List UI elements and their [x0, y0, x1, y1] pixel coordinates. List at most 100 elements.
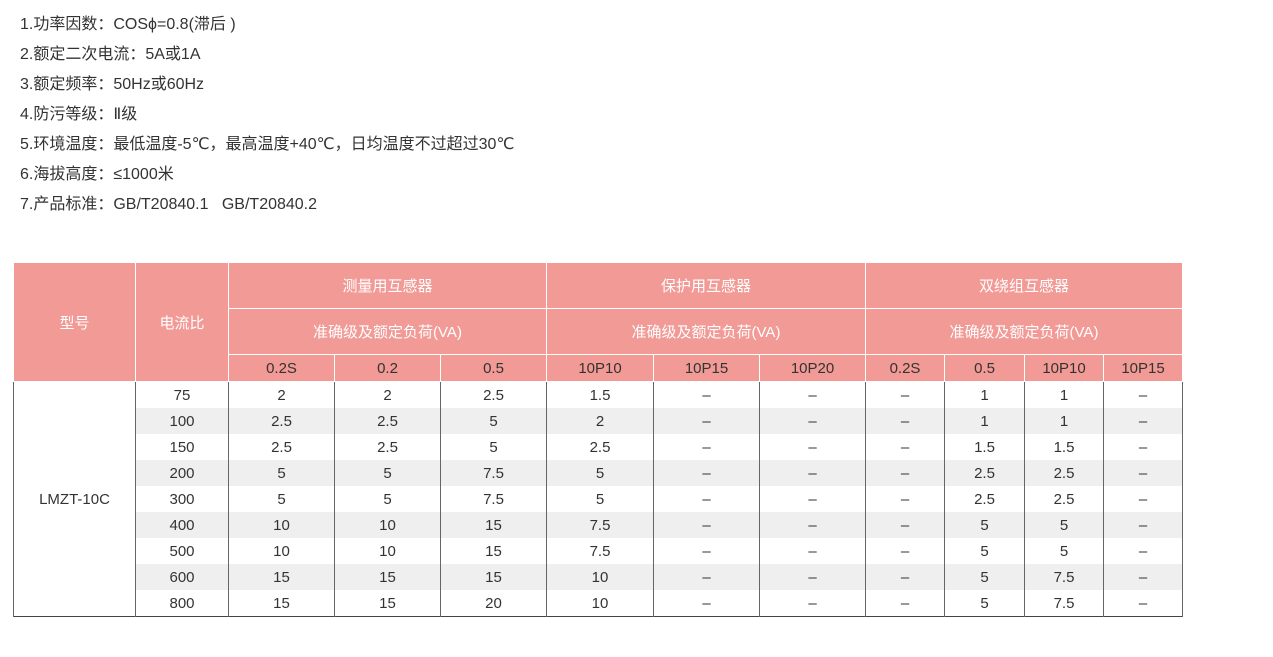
value-cell: 2.5 [334, 408, 441, 434]
value-cell: 10 [546, 590, 654, 617]
group-title: 双绕组互感器 [865, 262, 1183, 309]
table-row: 600 15 15 15 10– – –5 7.5– [14, 564, 1183, 590]
accuracy-class-header: 0.2S [228, 354, 335, 382]
spec-item: 2.额定二次电流：5A或1A [20, 46, 201, 63]
value-cell: – [865, 460, 945, 486]
table-row: 150 2.5 2.5 5 2.5– – –1.5 1.5– [14, 434, 1183, 460]
value-cell: 2.5 [944, 460, 1025, 486]
table-row: 500 10 10 15 7.5– – –5 5– [14, 538, 1183, 564]
value-cell: 2.5 [1024, 486, 1104, 512]
table-row: 400 10 10 15 7.5– – –5 5– [14, 512, 1183, 538]
group-subtitle: 准确级及额定负荷(VA) [546, 308, 866, 355]
value-cell: 5 [440, 434, 547, 460]
value-cell: 5 [944, 512, 1025, 538]
value-cell: 10 [334, 512, 441, 538]
value-cell: 7.5 [440, 460, 547, 486]
value-cell: – [759, 564, 866, 590]
spec-item: 4.防污等级：Ⅱ级 [20, 106, 138, 123]
spec-table: 型号 电流比 测量用互感器 保护用互感器 双绕组互感器 准确级及额定负荷(VA) 准确级及额… [13, 262, 1183, 617]
value-cell: 7.5 [440, 486, 547, 512]
value-cell: 15 [228, 590, 335, 617]
value-cell: 15 [334, 590, 441, 617]
value-cell: 2.5 [440, 381, 547, 408]
value-cell: – [1103, 564, 1183, 590]
value-cell: 5 [546, 460, 654, 486]
value-cell: 5 [1024, 538, 1104, 564]
group-title: 测量用互感器 [228, 262, 547, 309]
group-title: 保护用互感器 [546, 262, 866, 309]
model-cell: LMZT-10C [13, 381, 136, 617]
header-model: 型号 [13, 262, 136, 382]
value-cell: – [759, 434, 866, 460]
value-cell: 5 [944, 590, 1025, 617]
value-cell: – [1103, 381, 1183, 408]
value-cell: 5 [944, 564, 1025, 590]
value-cell: – [653, 512, 760, 538]
value-cell: – [759, 512, 866, 538]
value-cell: – [653, 381, 760, 408]
value-cell: – [759, 486, 866, 512]
table-row: 300 5 5 7.5 5– – –2.5 2.5– [14, 486, 1183, 512]
value-cell: 1.5 [944, 434, 1025, 460]
spec-item: 1.功率因数：COSϕ=0.8(滞后 ) [20, 16, 236, 33]
accuracy-class-header: 0.5 [440, 354, 547, 382]
spec-item: 5.环境温度：最低温度-5℃，最高温度+40℃，日均温度不过超过30℃ [20, 136, 515, 153]
ratio-cell: 100 [135, 408, 229, 434]
value-cell: 1.5 [546, 381, 654, 408]
value-cell: 10 [334, 538, 441, 564]
ratio-cell: 400 [135, 512, 229, 538]
accuracy-class-header: 10P20 [759, 354, 866, 382]
value-cell: 5 [1024, 512, 1104, 538]
spec-list: 1.功率因数：COSϕ=0.8(滞后 ) 2.额定二次电流：5A或1A 3.额定频率… [20, 10, 514, 220]
value-cell: 5 [944, 538, 1025, 564]
value-cell: 15 [440, 564, 547, 590]
ratio-cell: 300 [135, 486, 229, 512]
value-cell: 1 [944, 381, 1025, 408]
value-cell: 5 [334, 486, 441, 512]
value-cell: 2 [546, 408, 654, 434]
value-cell: 2 [228, 381, 335, 408]
ratio-cell: 500 [135, 538, 229, 564]
ratio-cell: 800 [135, 590, 229, 617]
table-row: LMZT-10C 75 2 2 2.5 1.5– – –1 1– [13, 381, 1183, 617]
value-cell: – [759, 408, 866, 434]
value-cell: – [1103, 590, 1183, 617]
value-cell: – [1103, 434, 1183, 460]
ratio-cell: 600 [135, 564, 229, 590]
spec-item: 3.额定频率：50Hz或60Hz [20, 76, 205, 93]
accuracy-class-header: 0.2S [865, 354, 945, 382]
group-subtitle: 准确级及额定负荷(VA) [865, 308, 1183, 355]
value-cell: – [865, 408, 945, 434]
value-cell: – [1103, 486, 1183, 512]
value-cell: – [1103, 538, 1183, 564]
ratio-cell: 200 [135, 460, 229, 486]
value-cell: – [865, 486, 945, 512]
value-cell: – [653, 434, 760, 460]
value-cell: 2.5 [228, 408, 335, 434]
value-cell: 2.5 [546, 434, 654, 460]
ratio-cell: 150 [135, 434, 229, 460]
value-cell: 10 [228, 538, 335, 564]
value-cell: – [1103, 460, 1183, 486]
value-cell: 1 [944, 408, 1025, 434]
value-cell: 2.5 [228, 434, 335, 460]
value-cell: 15 [440, 538, 547, 564]
value-cell: 1.5 [1024, 434, 1104, 460]
value-cell: – [653, 460, 760, 486]
value-cell: 2.5 [1024, 460, 1104, 486]
value-cell: – [653, 564, 760, 590]
value-cell: – [653, 486, 760, 512]
value-cell: 15 [228, 564, 335, 590]
accuracy-class-header: 0.5 [944, 354, 1025, 382]
value-cell: – [865, 512, 945, 538]
value-cell: 10 [546, 564, 654, 590]
value-cell: – [1103, 512, 1183, 538]
group-subtitle: 准确级及额定负荷(VA) [228, 308, 547, 355]
value-cell: – [865, 564, 945, 590]
accuracy-class-header: 10P15 [653, 354, 760, 382]
value-cell: – [653, 590, 760, 617]
value-cell: 7.5 [546, 512, 654, 538]
accuracy-class-header: 0.2 [334, 354, 441, 382]
value-cell: 2.5 [944, 486, 1025, 512]
value-cell: 20 [440, 590, 547, 617]
